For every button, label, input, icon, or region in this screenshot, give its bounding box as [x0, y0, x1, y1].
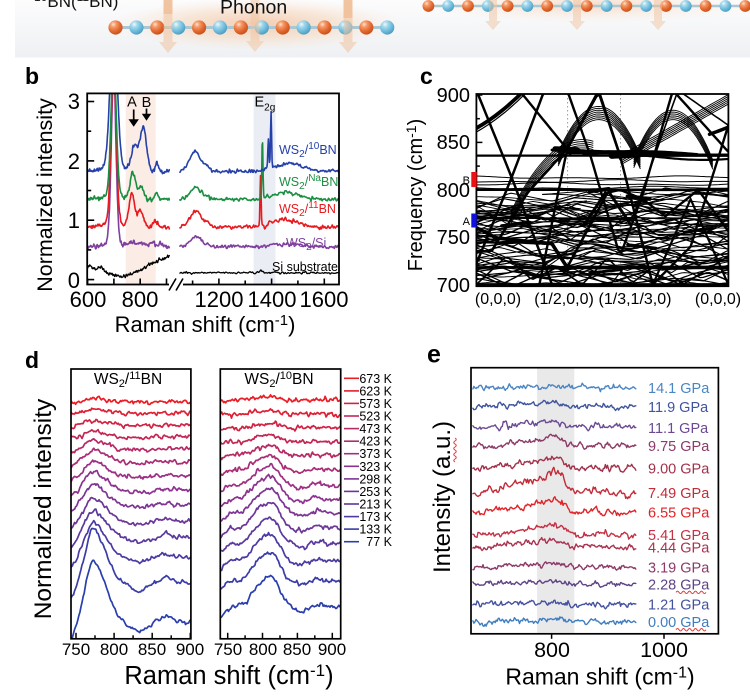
svg-text:573 K: 573 K — [359, 397, 392, 411]
svg-text:(0,0,0): (0,0,0) — [475, 291, 521, 308]
svg-text:800: 800 — [122, 287, 159, 312]
svg-text:Intensity (a.u.): Intensity (a.u.) — [429, 421, 456, 573]
svg-text:2: 2 — [68, 149, 80, 174]
svg-text:800: 800 — [249, 640, 277, 659]
svg-text:7.49 GPa: 7.49 GPa — [648, 486, 710, 502]
svg-text:323 K: 323 K — [359, 460, 392, 474]
svg-text:A: A — [463, 216, 471, 228]
svg-text:10BN(11BN): 10BN(11BN) — [34, 0, 118, 11]
svg-text:623 K: 623 K — [359, 384, 392, 398]
svg-text:Raman shift (cm-1): Raman shift (cm-1) — [124, 661, 333, 690]
svg-text:B: B — [142, 95, 152, 111]
svg-text:2.28 GPa: 2.28 GPa — [648, 577, 710, 593]
svg-text:298 K: 298 K — [359, 472, 392, 486]
svg-text:750: 750 — [214, 640, 242, 659]
svg-text:(1/2,0,0): (1/2,0,0) — [534, 291, 594, 308]
svg-text:b: b — [25, 63, 39, 89]
svg-text:WS2/10BN: WS2/10BN — [279, 141, 337, 160]
svg-text:900: 900 — [176, 640, 204, 659]
svg-text:750: 750 — [437, 227, 470, 249]
svg-text:1600: 1600 — [300, 287, 349, 312]
svg-text:173 K: 173 K — [359, 510, 392, 524]
svg-text:c: c — [420, 63, 433, 89]
svg-text:9.00 GPa: 9.00 GPa — [648, 462, 710, 478]
svg-text:900: 900 — [437, 85, 470, 107]
svg-text:WS2/11BN: WS2/11BN — [279, 200, 336, 219]
svg-text:(0,0,0): (0,0,0) — [695, 291, 741, 308]
svg-text:700: 700 — [437, 275, 470, 297]
svg-text:Phonon: Phonon — [220, 0, 287, 19]
svg-text:77 K: 77 K — [366, 535, 392, 549]
svg-text:14.1 GPa: 14.1 GPa — [648, 381, 710, 397]
svg-text:Normalized intensity: Normalized intensity — [30, 398, 57, 619]
svg-text:WS2/10BN: WS2/10BN — [244, 370, 313, 390]
svg-text:Normalized intensity: Normalized intensity — [33, 98, 57, 292]
svg-text:B: B — [463, 175, 470, 187]
svg-text:Raman shift (cm-1): Raman shift (cm-1) — [115, 312, 296, 337]
svg-text:800: 800 — [100, 640, 128, 659]
svg-text:600: 600 — [70, 287, 107, 312]
svg-text:523 K: 523 K — [359, 410, 392, 424]
svg-text:Frequency (cm-1): Frequency (cm-1) — [403, 119, 427, 272]
svg-text:900: 900 — [318, 640, 346, 659]
svg-text:850: 850 — [138, 640, 166, 659]
svg-text:253 K: 253 K — [359, 485, 392, 499]
svg-text:800: 800 — [534, 638, 570, 662]
svg-text:3: 3 — [68, 89, 80, 114]
svg-text:d: d — [25, 347, 39, 373]
svg-text:213 K: 213 K — [359, 498, 392, 512]
svg-text:473 K: 473 K — [359, 422, 392, 436]
svg-text:Raman shift (cm-1): Raman shift (cm-1) — [505, 664, 694, 690]
svg-text:4.44 GPa: 4.44 GPa — [648, 541, 710, 557]
svg-text:673 K: 673 K — [359, 372, 392, 386]
svg-text:11.9 GPa: 11.9 GPa — [648, 400, 709, 416]
svg-text:750: 750 — [62, 640, 90, 659]
svg-text:WS2/NaBN: WS2/NaBN — [279, 173, 338, 192]
svg-text:133 K: 133 K — [359, 523, 392, 537]
svg-text:0.00 GPa: 0.00 GPa — [648, 615, 710, 631]
svg-text:A: A — [127, 95, 137, 111]
svg-text:423 K: 423 K — [359, 435, 392, 449]
svg-text:850: 850 — [437, 132, 470, 154]
svg-text:WS2/11BN: WS2/11BN — [94, 370, 162, 390]
svg-text:3.19 GPa: 3.19 GPa — [648, 560, 710, 576]
svg-text:1200: 1200 — [195, 287, 244, 312]
svg-text:11.1 GPa: 11.1 GPa — [648, 421, 709, 437]
svg-text:e: e — [427, 341, 441, 369]
svg-text:800: 800 — [437, 180, 470, 202]
svg-text:1400: 1400 — [248, 287, 297, 312]
svg-text:1000: 1000 — [640, 638, 688, 662]
svg-text:6.55 GPa: 6.55 GPa — [648, 505, 710, 521]
svg-text:1: 1 — [68, 208, 80, 233]
svg-text:1.21 GPa: 1.21 GPa — [648, 598, 710, 614]
svg-text:373 K: 373 K — [359, 447, 392, 461]
svg-text:850: 850 — [283, 640, 311, 659]
svg-text:WS2/Si: WS2/Si — [286, 236, 326, 253]
svg-text:9.75 GPa: 9.75 GPa — [648, 439, 710, 455]
svg-text:0: 0 — [68, 268, 80, 293]
svg-text:5.41 GPa: 5.41 GPa — [648, 528, 710, 544]
svg-text:(1/3,1/3,0): (1/3,1/3,0) — [599, 291, 672, 308]
svg-text:Si substrate: Si substrate — [272, 260, 338, 274]
